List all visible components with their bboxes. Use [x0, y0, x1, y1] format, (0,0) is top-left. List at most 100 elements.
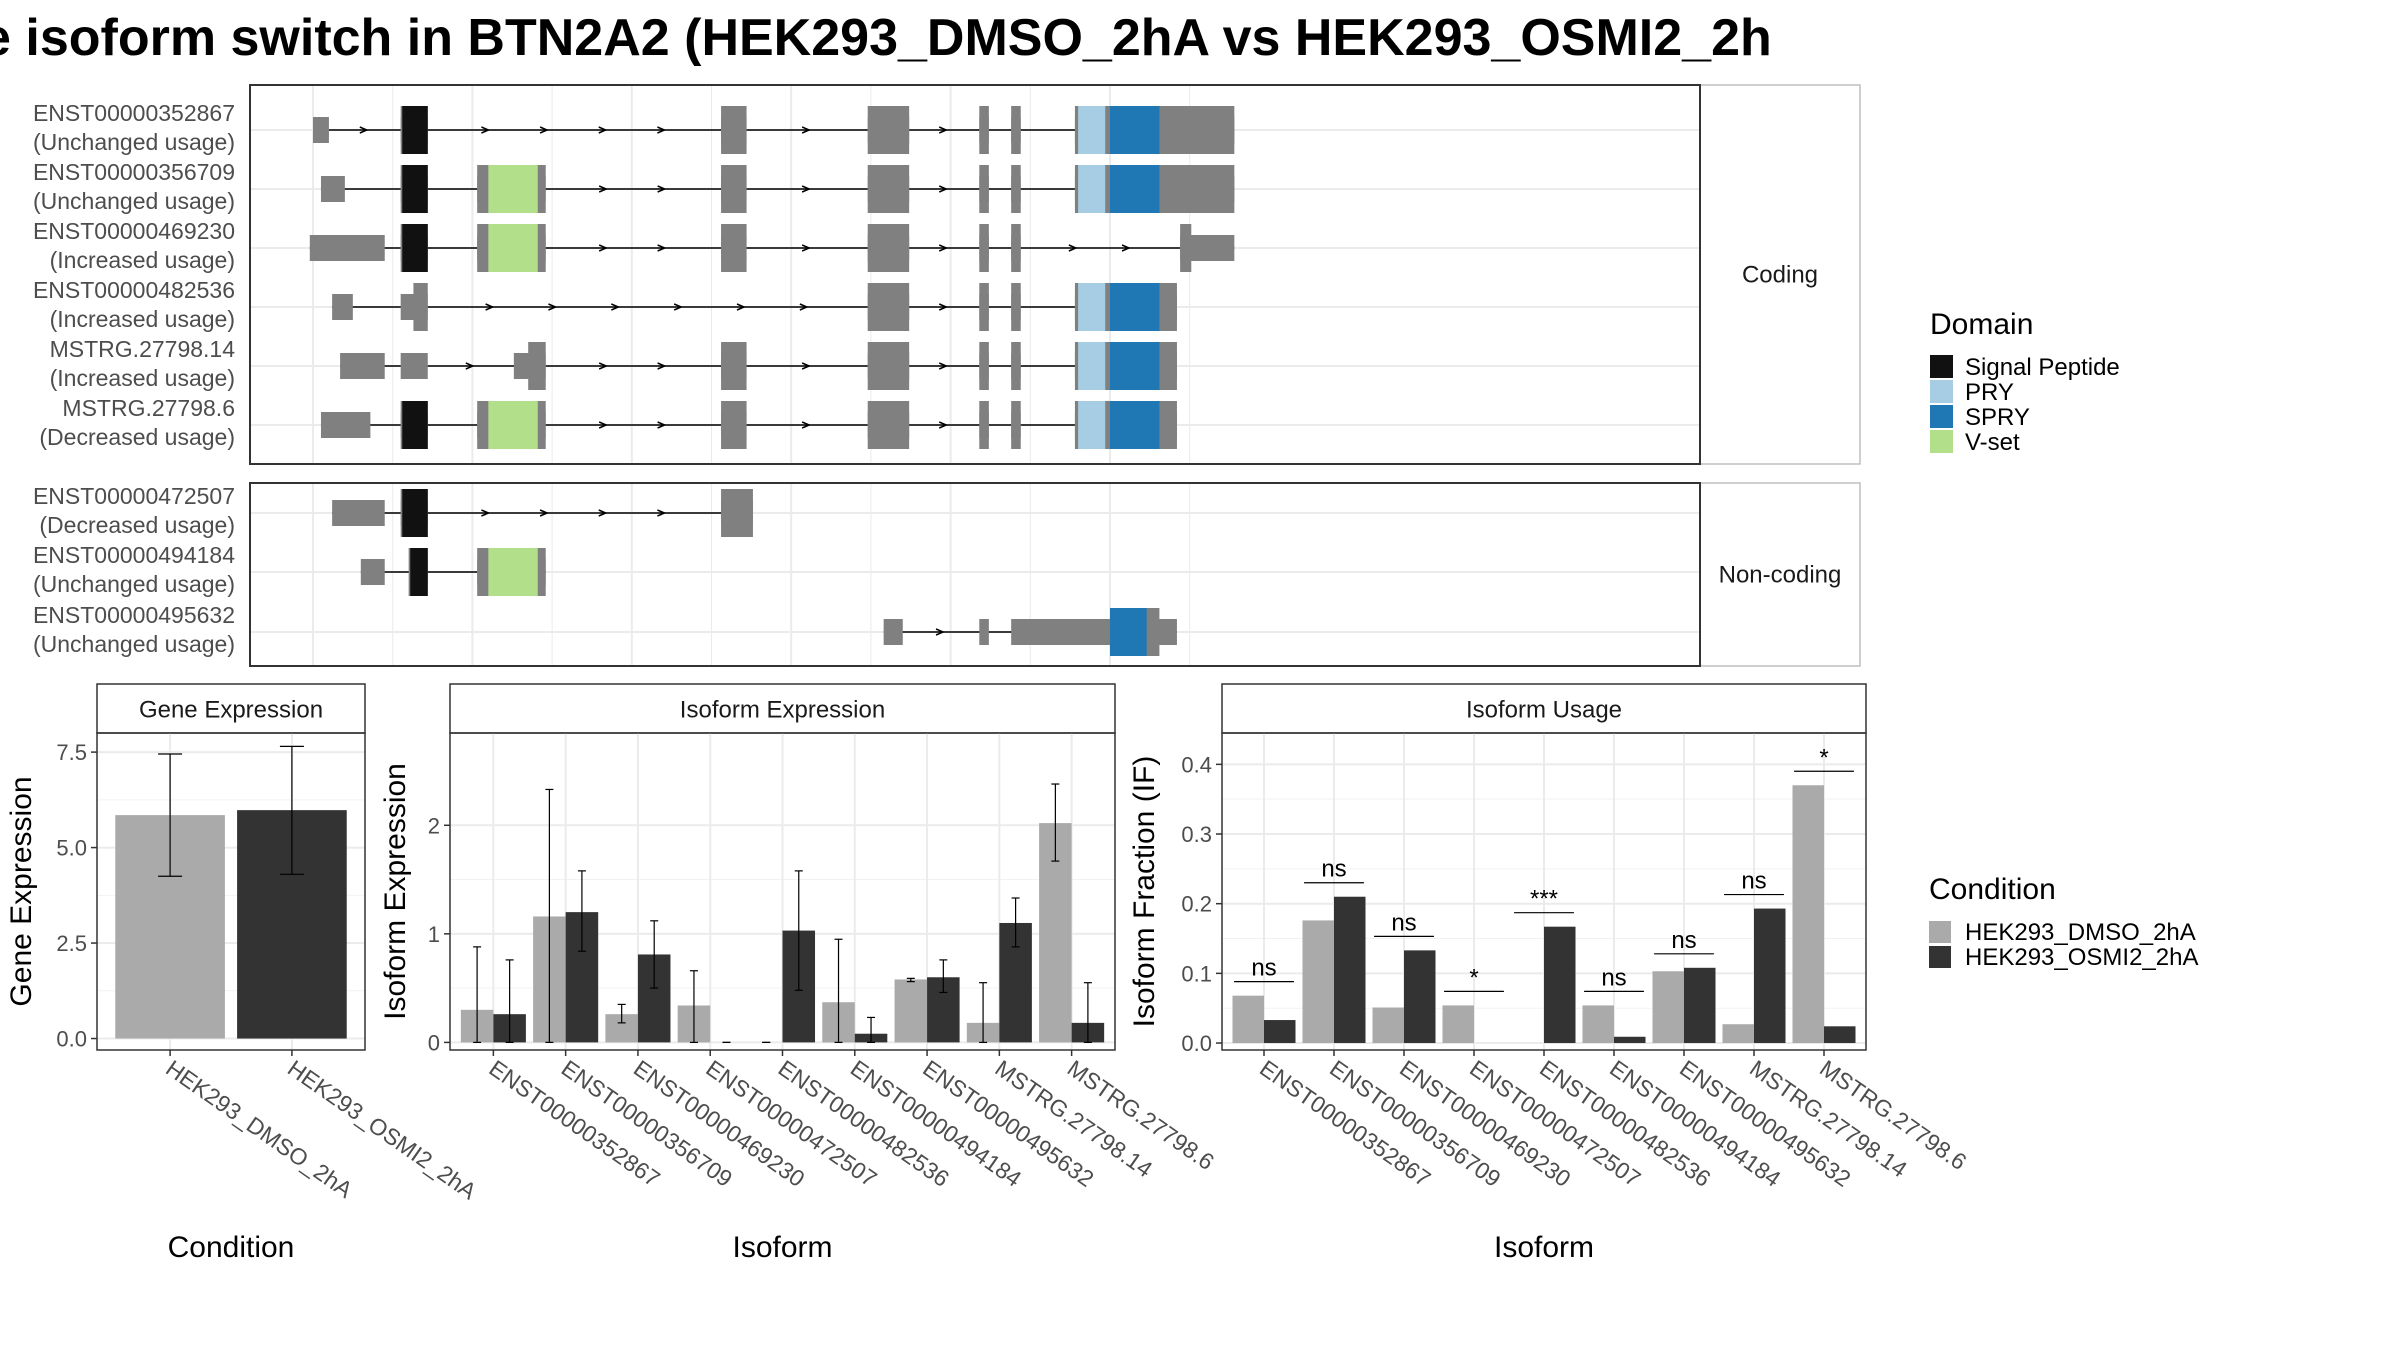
- y-tick-label: 0.4: [1181, 752, 1212, 777]
- intron-arrow: [539, 126, 549, 134]
- transcript-usage-label: (Decreased usage): [39, 424, 235, 450]
- x-axis-title: Isoform: [1494, 1231, 1594, 1264]
- intron-arrow: [598, 244, 609, 252]
- utr-exon: [320, 412, 371, 438]
- transcript-usage-label: (Increased usage): [50, 247, 235, 273]
- panel-border: [449, 732, 1116, 1051]
- utr-exon: [320, 176, 345, 202]
- significance-label: *: [1469, 964, 1478, 991]
- coding-exon: [721, 224, 747, 272]
- transcript-id-label: ENST00000495632: [33, 602, 235, 628]
- domain-block: [402, 106, 428, 154]
- coding-exon: [1011, 401, 1021, 449]
- facet-strip-label: Coding: [1742, 262, 1818, 289]
- y-tick-label: 5.0: [56, 836, 87, 861]
- domain-block: [402, 165, 428, 213]
- utr-exon: [883, 619, 903, 645]
- domain-block: [402, 401, 428, 449]
- y-tick-label: 2.5: [56, 931, 87, 956]
- structure-panel-bg: [250, 85, 1700, 464]
- domain-block: [402, 224, 428, 272]
- coding-exon: [867, 283, 910, 331]
- intron-arrow: [935, 628, 945, 636]
- bar: [1232, 995, 1264, 1044]
- significance-label: ns: [1321, 856, 1346, 883]
- domain-legend-label: V-set: [1965, 429, 2020, 456]
- coding-exon: [721, 401, 747, 449]
- coding-exon: [1011, 106, 1021, 154]
- bar: [1264, 1020, 1296, 1044]
- bar: [1824, 1026, 1856, 1044]
- condition-legend-label: HEK293_OSMI2_2hA: [1965, 944, 2198, 971]
- bar: [1722, 1024, 1754, 1044]
- panel-border: [1221, 732, 1867, 1051]
- figure-title: e isoform switch in BTN2A2 (HEK293_DMSO_…: [0, 9, 1772, 67]
- transcript-id-label: MSTRG.27798.6: [62, 395, 235, 421]
- coding-exon: [1011, 342, 1021, 390]
- bar: [1302, 920, 1334, 1044]
- transcript-usage-label: (Unchanged usage): [33, 188, 235, 214]
- transcript-id-label: ENST00000356709: [33, 159, 235, 185]
- transcript-usage-label: (Increased usage): [50, 306, 235, 332]
- utr-exon: [309, 235, 385, 261]
- coding-exon: [979, 283, 989, 331]
- intron-arrow: [938, 126, 949, 134]
- transcript-usage-label: (Unchanged usage): [33, 571, 235, 597]
- intron-arrow: [799, 303, 809, 311]
- domain-legend-swatch: [1930, 355, 1953, 378]
- domain-legend-label: PRY: [1965, 379, 2014, 406]
- intron-arrow: [673, 303, 684, 311]
- intron-arrow: [465, 362, 475, 370]
- domain-block: [1078, 283, 1106, 331]
- y-axis-title: Isoform Fraction (IF): [1128, 756, 1161, 1028]
- intron-arrow: [598, 509, 608, 517]
- domain-block: [1078, 165, 1106, 213]
- facet-strip: [1699, 84, 1861, 465]
- domain-block: [1078, 106, 1106, 154]
- coding-exon: [528, 342, 546, 390]
- utr-exon: [332, 500, 385, 526]
- intron-arrow: [359, 126, 369, 134]
- domain-legend-title: Domain: [1930, 308, 2033, 341]
- transcript-usage-label: (Unchanged usage): [33, 631, 235, 657]
- coding-exon: [979, 342, 989, 390]
- panel-strip-title: Gene Expression: [139, 697, 323, 724]
- utr-exon: [979, 619, 989, 645]
- intron-arrow: [598, 362, 609, 370]
- utr-exon: [360, 559, 385, 585]
- domain-block: [1110, 401, 1160, 449]
- coding-exon: [979, 224, 989, 272]
- panel-border: [96, 732, 366, 1051]
- intron-arrow: [485, 303, 495, 311]
- transcript-usage-label: (Unchanged usage): [33, 129, 235, 155]
- structure-panel-bg: [250, 483, 1700, 666]
- bar: [1684, 967, 1716, 1044]
- utr-exon: [313, 117, 329, 143]
- significance-label: ns: [1741, 868, 1766, 895]
- y-axis-title: Gene Expression: [5, 776, 38, 1006]
- condition-legend-swatch: [1929, 921, 1951, 943]
- bar: [894, 979, 928, 1043]
- panel-strip-title: Isoform Usage: [1466, 697, 1622, 724]
- bar: [1582, 1005, 1614, 1044]
- domain-legend-label: SPRY: [1965, 404, 2030, 431]
- y-tick-label: 7.5: [56, 740, 87, 765]
- facet-strip-label: Non-coding: [1719, 562, 1842, 589]
- panel-strip: [449, 683, 1116, 734]
- intron-arrow: [801, 362, 812, 370]
- transcript-id-label: ENST00000469230: [33, 218, 235, 244]
- y-tick-label: 0.2: [1181, 892, 1212, 917]
- intron-arrow: [598, 421, 609, 429]
- domain-legend-swatch: [1930, 405, 1953, 428]
- y-tick-label: 1: [428, 922, 440, 947]
- condition-legend-label: HEK293_DMSO_2hA: [1965, 919, 2196, 946]
- intron-arrow: [801, 421, 812, 429]
- domain-legend-swatch: [1930, 430, 1953, 453]
- domain-block: [1110, 342, 1160, 390]
- domain-block: [488, 224, 538, 272]
- coding-exon: [867, 342, 910, 390]
- utr-exon: [340, 353, 385, 379]
- intron-arrow: [657, 185, 667, 193]
- transcript-usage-label: (Increased usage): [50, 365, 235, 391]
